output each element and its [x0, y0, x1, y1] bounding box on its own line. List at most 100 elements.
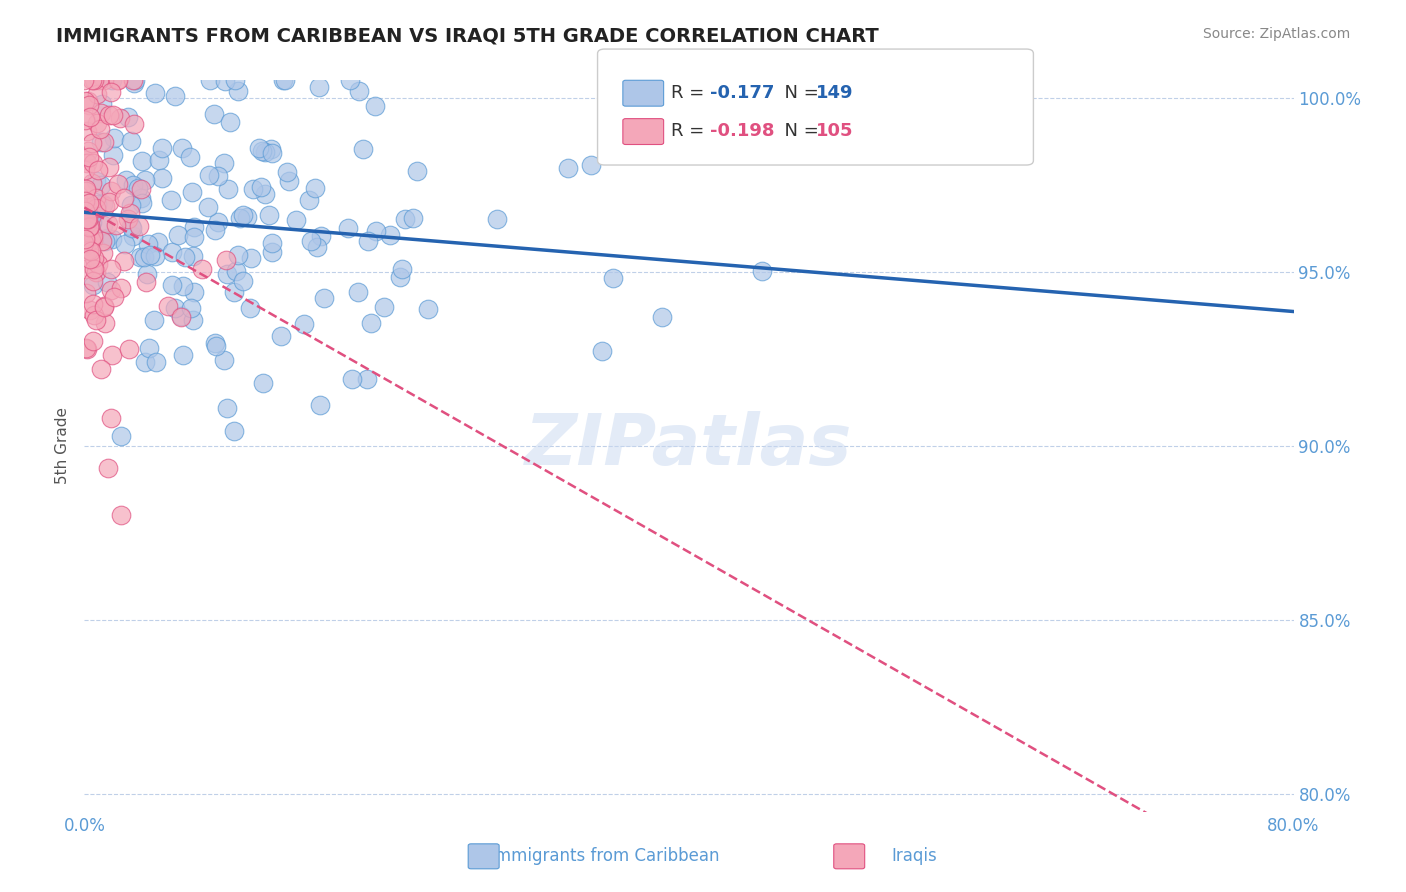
Point — [100, 262, 122, 277]
Point — [146, 235, 169, 250]
Point — [226, 248, 249, 262]
Point — [89, 122, 111, 136]
Point — [579, 158, 602, 172]
Text: 149: 149 — [815, 84, 853, 102]
Point — [73, 94, 96, 108]
Point — [90, 361, 112, 376]
Point — [91, 97, 114, 112]
Text: N =: N = — [773, 122, 825, 140]
Point — [224, 424, 246, 438]
Point — [79, 303, 101, 318]
Point — [270, 328, 292, 343]
Point — [271, 73, 294, 87]
Point — [308, 79, 330, 94]
Point — [297, 193, 319, 207]
Point — [254, 187, 277, 202]
Point — [87, 162, 110, 177]
Text: R =: R = — [671, 84, 710, 102]
Point — [101, 73, 124, 87]
Point — [284, 212, 307, 227]
Point — [339, 73, 361, 87]
Point — [112, 191, 135, 205]
Point — [75, 285, 97, 300]
Point — [90, 136, 112, 150]
Point — [98, 195, 121, 210]
Point — [602, 271, 624, 285]
Point — [82, 274, 104, 288]
Point — [100, 411, 122, 425]
Point — [93, 197, 115, 211]
Point — [127, 180, 149, 194]
Point — [204, 223, 226, 237]
Point — [94, 316, 117, 330]
Point — [222, 285, 245, 299]
Point — [214, 74, 236, 88]
Point — [207, 215, 229, 229]
Point — [337, 220, 360, 235]
Point — [94, 199, 117, 213]
Point — [82, 233, 104, 247]
Point — [299, 235, 322, 249]
Point — [181, 313, 204, 327]
Point — [86, 201, 108, 215]
Point — [76, 216, 98, 230]
Point — [82, 334, 104, 348]
Point — [93, 73, 115, 87]
Point — [406, 164, 429, 178]
Point — [204, 336, 226, 351]
Point — [73, 113, 96, 128]
Point — [77, 195, 100, 210]
Point — [347, 84, 370, 98]
Point — [76, 223, 98, 237]
Point — [751, 264, 773, 278]
Point — [120, 219, 142, 233]
Point — [107, 73, 129, 87]
Point — [160, 245, 183, 260]
Text: IMMIGRANTS FROM CARIBBEAN VS IRAQI 5TH GRADE CORRELATION CHART: IMMIGRANTS FROM CARIBBEAN VS IRAQI 5TH G… — [56, 27, 879, 45]
Text: Immigrants from Caribbean: Immigrants from Caribbean — [489, 847, 720, 865]
Point — [242, 182, 264, 196]
Point — [364, 224, 387, 238]
Point — [83, 73, 105, 87]
Point — [292, 318, 315, 332]
Point — [79, 150, 101, 164]
Point — [110, 281, 132, 295]
Point — [80, 233, 103, 247]
Point — [73, 194, 96, 209]
Point — [217, 267, 239, 281]
Text: Source: ZipAtlas.com: Source: ZipAtlas.com — [1202, 27, 1350, 41]
Point — [80, 136, 103, 151]
Point — [86, 87, 108, 102]
Point — [217, 182, 239, 196]
Point — [226, 84, 249, 98]
Point — [183, 285, 205, 299]
Point — [135, 275, 157, 289]
Point — [207, 169, 229, 183]
Point — [110, 508, 132, 522]
Point — [75, 341, 97, 355]
Point — [103, 290, 125, 304]
Point — [179, 150, 201, 164]
Point — [356, 372, 378, 386]
Point — [260, 142, 283, 156]
Point — [274, 73, 297, 87]
Point — [172, 348, 194, 362]
Point — [86, 116, 108, 130]
Point — [143, 86, 166, 100]
Point — [356, 234, 378, 248]
Point — [122, 117, 145, 131]
Point — [82, 156, 104, 170]
Point — [156, 300, 179, 314]
Point — [352, 142, 374, 156]
Point — [215, 252, 238, 267]
Y-axis label: 5th Grade: 5th Grade — [55, 408, 70, 484]
Point — [80, 216, 103, 230]
Point — [77, 244, 100, 258]
Point — [103, 148, 125, 162]
Point — [129, 191, 152, 205]
Point — [75, 199, 97, 213]
Point — [378, 227, 401, 242]
Point — [105, 73, 128, 87]
Point — [77, 220, 100, 235]
Point — [93, 300, 115, 314]
